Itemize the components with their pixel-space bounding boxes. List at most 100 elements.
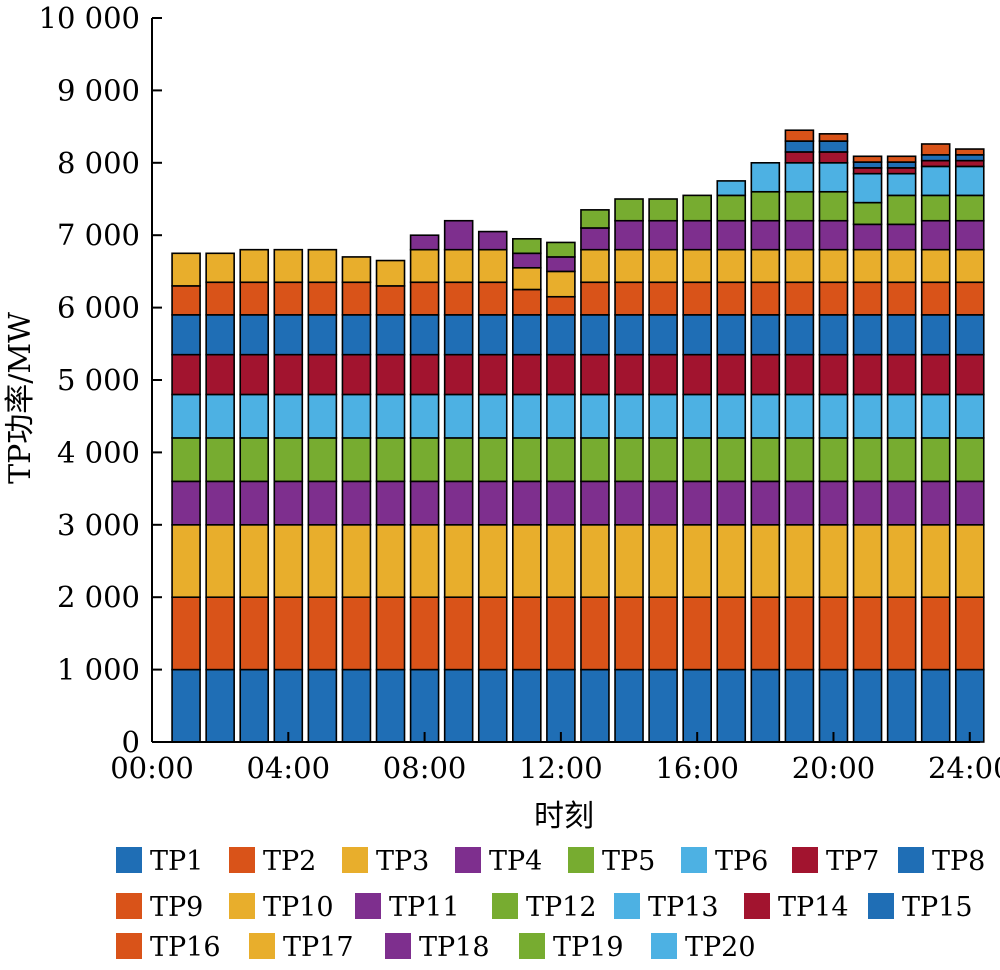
bar-segment-tp12-23 xyxy=(920,194,951,222)
bar-segment-tp10-20 xyxy=(818,248,849,284)
bar-segment-tp10-6 xyxy=(341,256,372,284)
bar-segment-tp1-10 xyxy=(477,668,508,743)
bar-segment-tp11-19 xyxy=(784,219,815,251)
bar-segment-tp1-12 xyxy=(546,668,576,743)
bar-segment-tp5-22 xyxy=(886,437,917,483)
legend-label-tp7: TP7 xyxy=(826,846,879,877)
legend-swatch-tp6 xyxy=(681,847,707,873)
bar-segment-tp13-19 xyxy=(784,162,815,193)
bar-segment-tp10-1 xyxy=(171,252,201,287)
bar-segment-tp5-24 xyxy=(954,437,985,483)
bar-segment-tp6-2 xyxy=(205,393,235,439)
bar-segment-tp11-22 xyxy=(886,223,917,251)
bar-segment-tp7-8 xyxy=(409,353,440,396)
bar-segment-tp8-8 xyxy=(409,314,440,356)
bar-segment-tp7-17 xyxy=(716,353,747,396)
bar-segment-tp9-13 xyxy=(580,281,610,316)
bar-segment-tp8-4 xyxy=(273,314,304,356)
bar-segment-tp10-11 xyxy=(512,266,542,291)
bar-segment-tp13-20 xyxy=(818,162,849,193)
bar-segment-tp10-12 xyxy=(546,270,576,298)
bar-segment-tp2-15 xyxy=(648,596,678,671)
y-tick-label: 9 000 xyxy=(57,73,140,107)
bar-segment-tp13-21 xyxy=(852,172,883,204)
bar-segment-tp8-9 xyxy=(443,314,474,356)
bar-segment-tp10-16 xyxy=(682,248,712,284)
bar-segment-tp6-18 xyxy=(750,393,781,439)
bar-segment-tp9-12 xyxy=(546,295,576,316)
bar-segment-tp8-19 xyxy=(784,314,815,356)
bar-segment-tp11-14 xyxy=(614,219,644,251)
bar-segment-tp5-18 xyxy=(750,437,781,483)
legend-swatch-tp16 xyxy=(116,933,142,959)
bar-segment-tp1-15 xyxy=(648,668,678,743)
bar-segment-tp15-24 xyxy=(954,154,985,162)
bar-segment-tp8-22 xyxy=(886,314,917,356)
legend-swatch-tp20 xyxy=(651,933,677,959)
bar-segment-tp8-11 xyxy=(512,314,542,356)
bar-segment-tp1-6 xyxy=(341,668,372,743)
legend-swatch-tp11 xyxy=(355,893,381,919)
legend-label-tp16: TP16 xyxy=(150,932,221,963)
bar-segment-tp9-4 xyxy=(273,281,304,316)
bar-segment-tp8-3 xyxy=(239,314,270,356)
bar-segment-tp1-16 xyxy=(682,668,712,743)
bar-segment-tp10-19 xyxy=(784,248,815,284)
bar-segment-tp8-14 xyxy=(614,314,644,356)
bar-segment-tp4-6 xyxy=(341,480,372,526)
bar-segment-tp7-21 xyxy=(852,353,883,396)
bar-segment-tp2-22 xyxy=(886,596,917,671)
bar-segment-tp4-22 xyxy=(886,480,917,526)
bar-segment-tp12-19 xyxy=(784,190,815,222)
bar-segment-tp7-4 xyxy=(273,353,304,396)
bar-segment-tp7-13 xyxy=(580,353,610,396)
legend-swatch-tp2 xyxy=(229,847,255,873)
bar-segment-tp11-11 xyxy=(512,252,542,269)
bar-segment-tp15-19 xyxy=(784,140,815,153)
legend-swatch-tp15 xyxy=(868,893,894,919)
bar-segment-tp8-1 xyxy=(171,314,201,356)
bar-segment-tp4-13 xyxy=(580,480,610,526)
bar-segment-tp9-24 xyxy=(954,281,985,316)
bar-segment-tp3-5 xyxy=(307,523,338,598)
bar-segment-tp4-9 xyxy=(443,480,474,526)
bar-segment-tp6-10 xyxy=(477,393,508,439)
bar-segment-tp8-2 xyxy=(205,314,235,356)
bar-segment-tp9-22 xyxy=(886,281,917,316)
bar-segment-tp16-21 xyxy=(852,155,883,163)
bar-segment-tp16-22 xyxy=(886,155,917,163)
bar-segment-tp9-5 xyxy=(307,281,338,316)
bar-segment-tp3-23 xyxy=(920,523,951,598)
legend-label-tp8: TP8 xyxy=(932,846,985,877)
bar-segment-tp1-2 xyxy=(205,668,235,743)
bar-segment-tp13-22 xyxy=(886,172,917,197)
bar-segment-tp1-18 xyxy=(750,668,781,743)
legend-label-tp1: TP1 xyxy=(150,846,203,877)
legend-label-tp4: TP4 xyxy=(489,846,542,877)
bar-segment-tp4-3 xyxy=(239,480,270,526)
bar-segment-tp9-9 xyxy=(443,281,474,316)
bar-segment-tp9-17 xyxy=(716,281,747,316)
bar-segment-tp2-6 xyxy=(341,596,372,671)
legend-swatch-tp17 xyxy=(249,933,275,959)
bar-segment-tp6-9 xyxy=(443,393,474,439)
bar-segment-tp16-23 xyxy=(920,143,951,156)
bar-segment-tp6-24 xyxy=(954,393,985,439)
bar-segment-tp13-18 xyxy=(750,162,781,193)
legend-label-tp2: TP2 xyxy=(263,846,316,877)
bar-segment-tp15-22 xyxy=(886,161,917,169)
bar-segment-tp9-6 xyxy=(341,281,372,316)
bar-segment-tp4-14 xyxy=(614,480,644,526)
bar-segment-tp12-13 xyxy=(580,209,610,229)
x-tick-label: 16:00 xyxy=(655,751,739,785)
bar-segment-tp12-18 xyxy=(750,190,781,222)
bar-segment-tp2-16 xyxy=(682,596,712,671)
bar-segment-tp5-10 xyxy=(477,437,508,483)
x-tick-label: 20:00 xyxy=(792,751,876,785)
legend-swatch-tp8 xyxy=(898,847,924,873)
bar-segment-tp10-15 xyxy=(648,248,678,284)
bar-segment-tp8-13 xyxy=(580,314,610,356)
bar-segment-tp3-19 xyxy=(784,523,815,598)
bar-segment-tp5-7 xyxy=(375,437,406,483)
bar-segment-tp8-6 xyxy=(341,314,372,356)
